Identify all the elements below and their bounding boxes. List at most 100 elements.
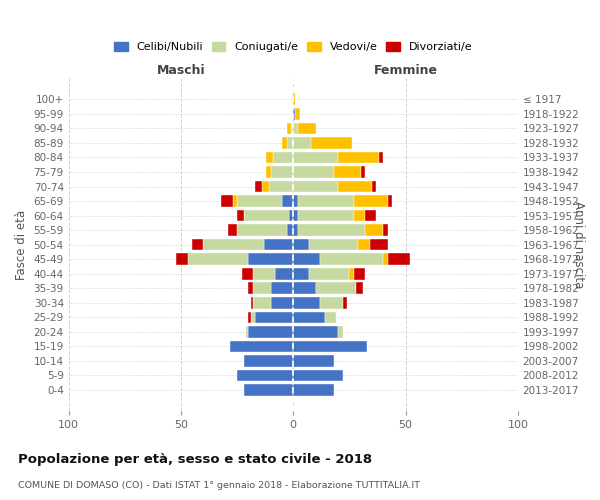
Bar — [358, 239, 370, 250]
Bar — [334, 166, 361, 178]
Bar — [338, 326, 343, 338]
Bar — [325, 312, 336, 323]
Bar — [251, 312, 255, 323]
Bar — [309, 239, 358, 250]
Bar — [248, 326, 293, 338]
Bar — [282, 137, 287, 148]
Bar — [237, 210, 244, 222]
Bar — [253, 297, 271, 308]
Bar — [221, 195, 233, 207]
Bar — [309, 268, 349, 280]
Bar — [282, 195, 293, 207]
Bar — [273, 152, 293, 163]
Bar — [298, 224, 365, 236]
Bar — [349, 268, 354, 280]
Bar — [293, 166, 334, 178]
Bar — [192, 239, 203, 250]
Bar — [242, 268, 253, 280]
Bar — [293, 152, 338, 163]
Bar — [293, 384, 334, 396]
Bar — [293, 312, 325, 323]
Bar — [244, 355, 293, 367]
Bar — [293, 137, 311, 148]
Bar — [287, 224, 293, 236]
Bar — [338, 152, 379, 163]
Bar — [383, 254, 388, 265]
Bar — [275, 268, 293, 280]
Bar — [372, 180, 376, 192]
Bar — [293, 195, 298, 207]
Bar — [298, 210, 354, 222]
Bar — [271, 282, 293, 294]
Bar — [287, 137, 293, 148]
Bar — [188, 254, 248, 265]
Bar — [338, 180, 372, 192]
Bar — [266, 152, 273, 163]
Bar — [356, 282, 363, 294]
Bar — [293, 326, 338, 338]
Bar — [237, 224, 287, 236]
Bar — [365, 210, 376, 222]
Bar — [253, 282, 271, 294]
Bar — [293, 210, 298, 222]
Bar — [343, 297, 347, 308]
Bar — [293, 254, 320, 265]
Bar — [383, 224, 388, 236]
Bar — [255, 180, 262, 192]
Bar — [388, 195, 392, 207]
Bar — [176, 254, 188, 265]
Bar — [289, 210, 293, 222]
Bar — [293, 239, 309, 250]
Bar — [203, 239, 264, 250]
Bar — [316, 282, 356, 294]
Bar — [298, 195, 354, 207]
Text: Popolazione per età, sesso e stato civile - 2018: Popolazione per età, sesso e stato civil… — [18, 452, 372, 466]
Bar — [311, 137, 352, 148]
Bar — [271, 297, 293, 308]
Legend: Celibi/Nubili, Coniugati/e, Vedovi/e, Divorziati/e: Celibi/Nubili, Coniugati/e, Vedovi/e, Di… — [110, 38, 476, 56]
Text: COMUNE DI DOMASO (CO) - Dati ISTAT 1° gennaio 2018 - Elaborazione TUTTITALIA.IT: COMUNE DI DOMASO (CO) - Dati ISTAT 1° ge… — [18, 480, 420, 490]
Bar — [379, 152, 383, 163]
Bar — [293, 108, 295, 120]
Bar — [354, 195, 388, 207]
Bar — [237, 370, 293, 382]
Bar — [370, 239, 388, 250]
Bar — [293, 122, 298, 134]
Bar — [246, 326, 248, 338]
Text: Femmine: Femmine — [374, 64, 437, 78]
Bar — [295, 108, 300, 120]
Bar — [320, 254, 383, 265]
Bar — [320, 297, 343, 308]
Bar — [293, 94, 295, 105]
Bar — [293, 355, 334, 367]
Bar — [230, 340, 293, 352]
Bar — [244, 384, 293, 396]
Bar — [233, 195, 237, 207]
Text: Maschi: Maschi — [157, 64, 205, 78]
Bar — [244, 210, 289, 222]
Bar — [293, 282, 316, 294]
Bar — [388, 254, 410, 265]
Bar — [287, 122, 291, 134]
Bar — [262, 180, 269, 192]
Bar — [228, 224, 237, 236]
Bar — [293, 224, 298, 236]
Bar — [253, 268, 275, 280]
Bar — [293, 340, 367, 352]
Bar — [293, 297, 320, 308]
Bar — [248, 254, 293, 265]
Bar — [365, 224, 383, 236]
Bar — [271, 166, 293, 178]
Bar — [266, 166, 271, 178]
Bar — [291, 122, 293, 134]
Bar — [354, 210, 365, 222]
Bar — [269, 180, 293, 192]
Bar — [293, 180, 338, 192]
Bar — [237, 195, 282, 207]
Bar — [251, 297, 253, 308]
Bar — [248, 282, 253, 294]
Bar — [293, 370, 343, 382]
Y-axis label: Anni di nascita: Anni di nascita — [572, 201, 585, 288]
Bar — [354, 268, 365, 280]
Bar — [361, 166, 365, 178]
